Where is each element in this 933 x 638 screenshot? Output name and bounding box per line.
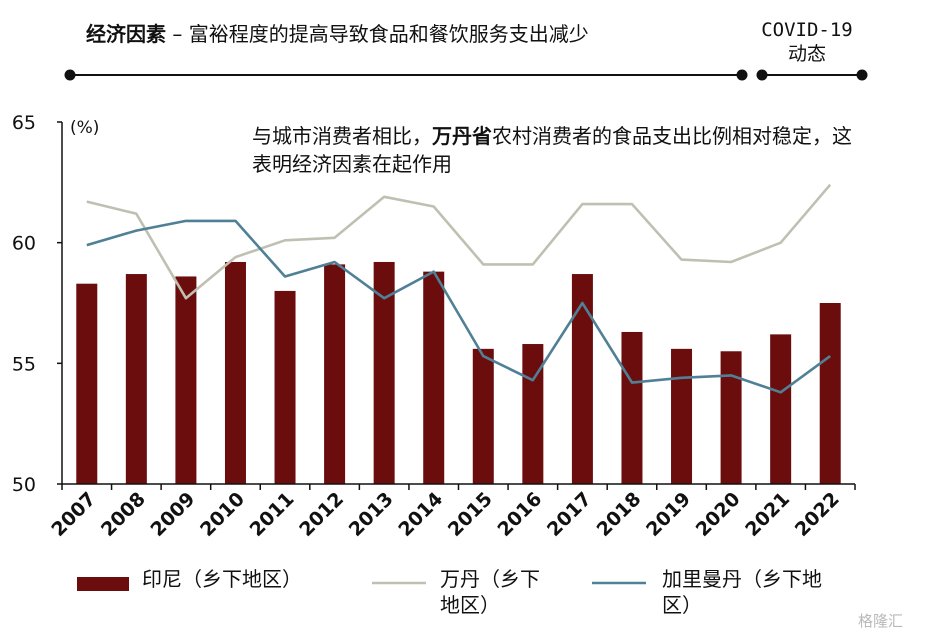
covid-label-line1: COVID-19 [761,19,853,41]
bar-2019 [671,348,693,484]
annotation-part1: 与城市消费者相比， [252,124,432,148]
legend-label-indonesia: 印尼（乡下地区） [142,566,302,592]
legend-swatch-banten [372,581,426,585]
legend-label-kalimantan: 加里曼丹（乡下地 区） [662,566,822,618]
timeline-dot-mid-left [736,69,748,81]
y-tick-label-60: 60 [12,233,36,255]
timeline-dot-end [856,69,868,81]
legend-label-banten: 万丹（乡下 地区） [440,566,540,618]
bar-2014 [423,271,445,484]
watermark-logo: 格隆汇 [858,612,904,630]
x-tick-label-2013: 2013 [345,488,398,541]
timeline-dot-start [64,69,76,81]
title-rest: – 富裕程度的提高导致食品和餐饮服务支出减少 [166,22,589,46]
y-tick-label-50: 50 [12,474,36,496]
x-tick-label-2010: 2010 [196,488,249,541]
timeline-dot-mid-right [756,69,768,81]
x-tick-label-2022: 2022 [791,488,844,541]
x-tick-label-2012: 2012 [295,488,348,541]
legend-swatch-kalimantan [592,581,646,585]
legend-label-banten-line1b: 下 [520,567,540,591]
bar-2018 [621,331,643,484]
bar-2012 [324,264,346,484]
bar-2020 [720,351,742,484]
line-banten [86,183,832,300]
y-unit-label: (%) [70,118,99,138]
x-tick-label-2009: 2009 [146,488,199,541]
legend-label-banten-line1: 万丹（乡 [440,567,520,591]
timeline [64,69,868,81]
bar-2008 [125,274,147,484]
x-tick-label-2011: 2011 [246,488,299,541]
bars-group [76,261,841,484]
bar-2007 [76,283,98,484]
legend-label-indonesia-text: 印尼（乡下地区） [142,567,302,591]
bar-2009 [175,276,197,484]
x-tick-label-2019: 2019 [642,488,695,541]
covid-label-line2: 动态 [787,43,826,65]
annotation-bold: 万丹省 [432,124,492,148]
bar-2015 [472,348,494,484]
x-tick-label-2021: 2021 [741,488,794,541]
x-tick-label-2018: 2018 [593,488,646,541]
lines-group [86,183,832,394]
covid-label: COVID-19 动态 [752,18,862,66]
legend-label-kalimantan-line2: 区） [662,593,702,617]
page-title: 经济因素 – 富裕程度的提高导致食品和餐饮服务支出减少 [86,18,589,47]
x-tick-label-2020: 2020 [692,488,745,541]
x-tick-label-2017: 2017 [543,488,596,541]
chart-annotation: 与城市消费者相比，万丹省农村消费者的食品支出比例相对稳定，这表明经济因素在起作用 [252,122,864,178]
x-tick-label-2007: 2007 [47,488,100,541]
x-tick-label-2008: 2008 [97,488,150,541]
legend-swatch-bar [77,577,129,591]
y-tick-label-65: 65 [12,112,36,134]
x-tick-label-2015: 2015 [444,488,497,541]
annotation-part2: 农村消费者的食品支出比例相对稳定，这表明经济因素在起作用 [252,124,852,176]
bar-2022 [819,303,841,484]
legend-label-banten-line2: 地区） [440,593,500,617]
bar-2021 [770,334,792,484]
x-tick-label-2016: 2016 [493,488,546,541]
bar-2013 [373,261,395,484]
legend-label-kalimantan-line1: 加里曼丹（乡下地 [662,567,822,591]
bar-2011 [274,290,296,484]
x-tick-label-2014: 2014 [394,488,447,541]
bar-2010 [224,261,246,484]
bar-2017 [571,274,593,484]
title-bold: 经济因素 [86,22,166,46]
y-tick-label-55: 55 [12,353,36,375]
bar-2016 [522,344,544,484]
line-kalimantan [86,219,831,394]
